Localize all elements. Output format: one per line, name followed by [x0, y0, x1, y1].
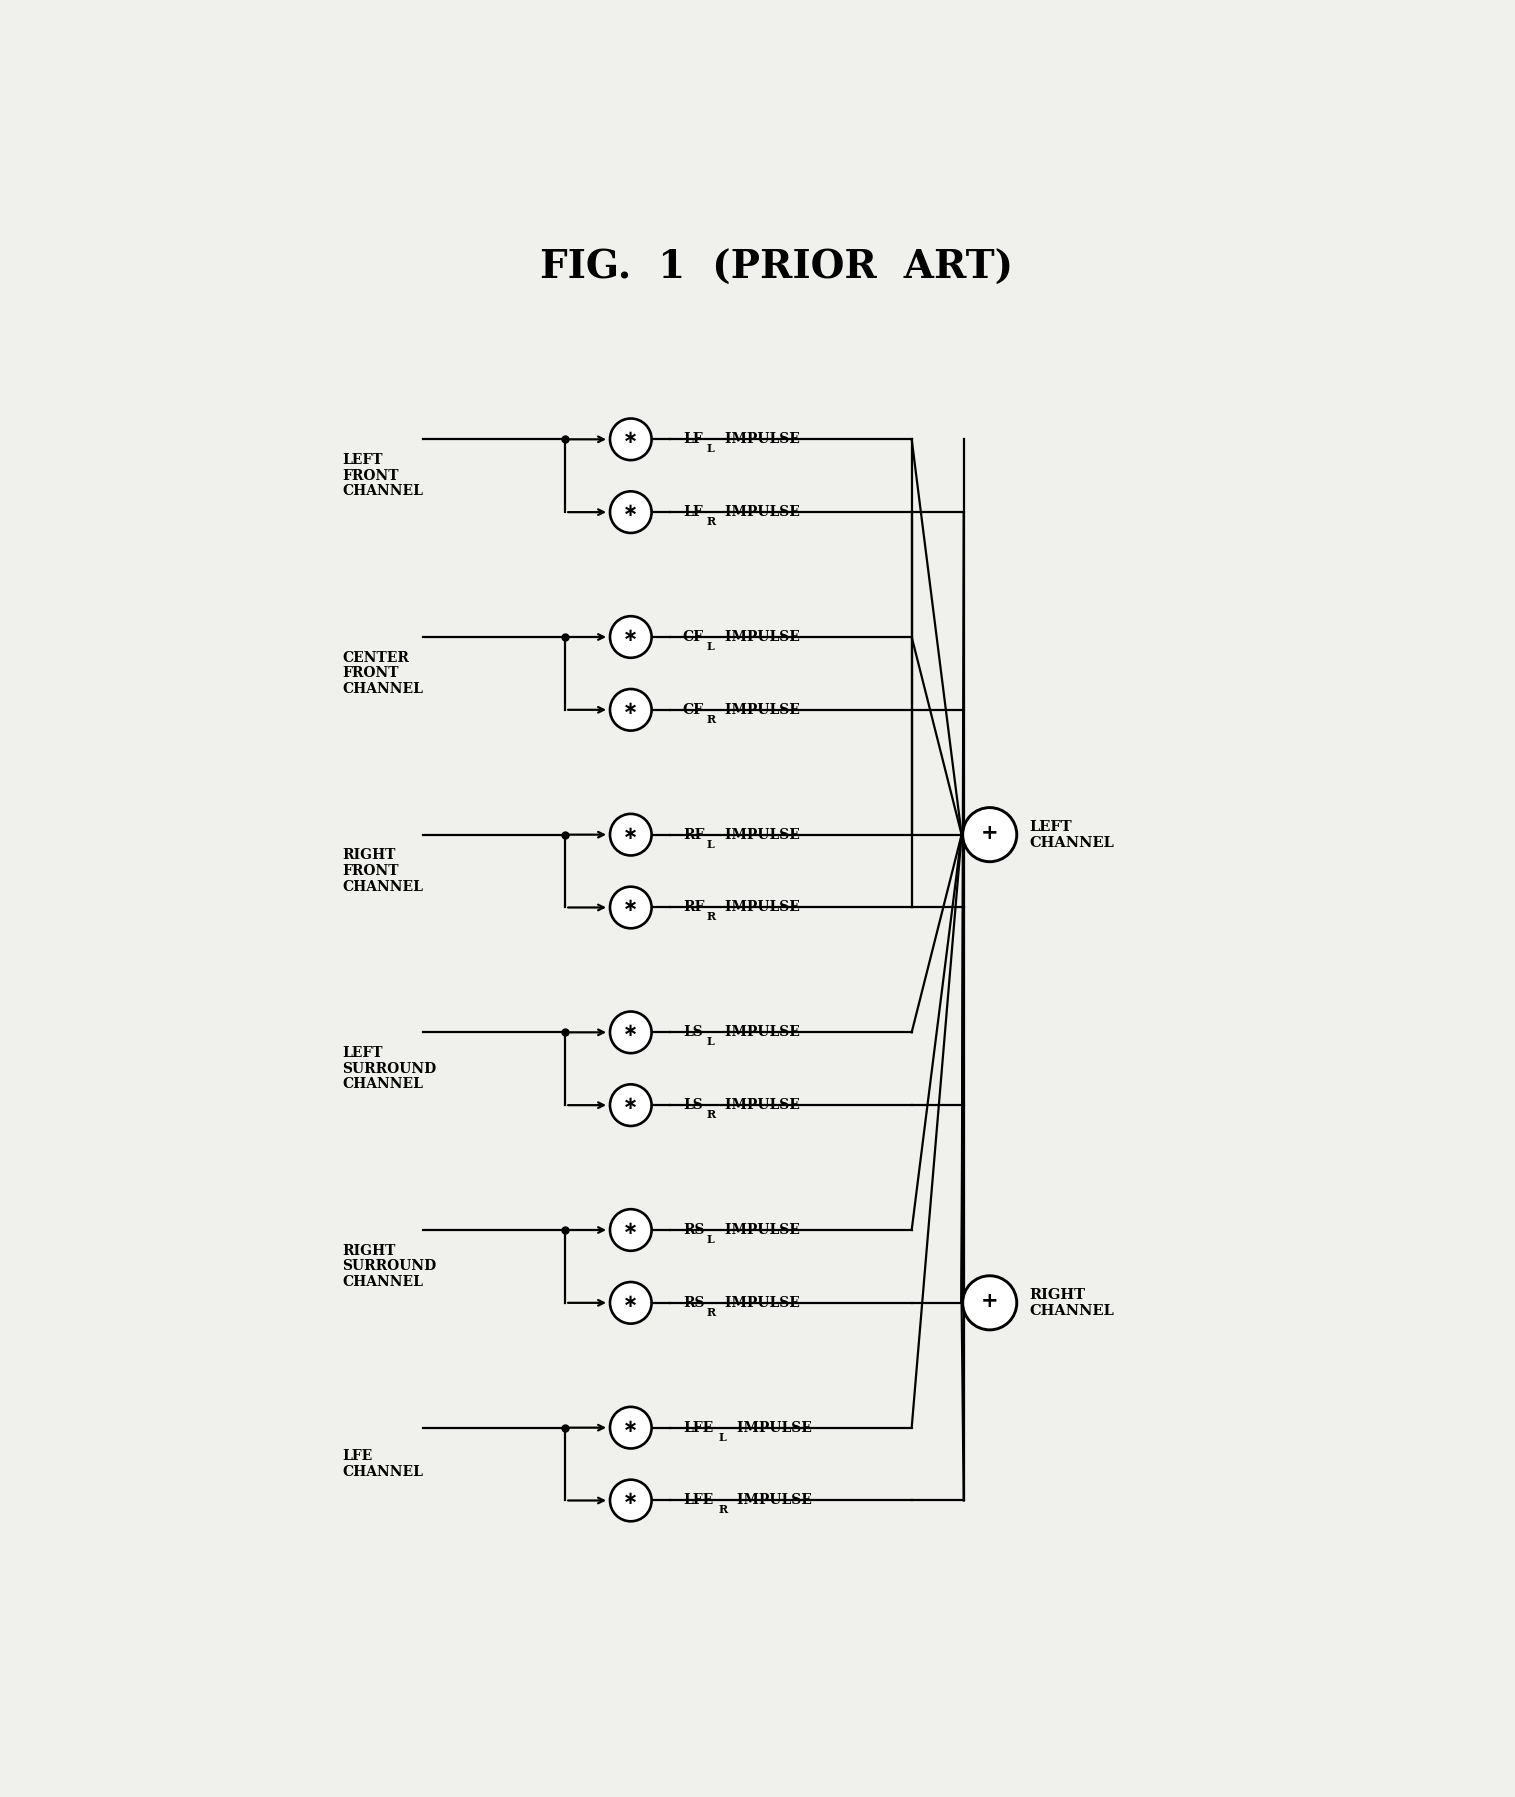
- Text: IMPULSE: IMPULSE: [720, 631, 800, 643]
- Circle shape: [611, 1084, 651, 1127]
- Text: ∗: ∗: [623, 1220, 638, 1238]
- Text: IMPULSE: IMPULSE: [720, 1296, 800, 1310]
- Text: ∗: ∗: [623, 501, 638, 519]
- Text: CF: CF: [683, 631, 704, 643]
- Text: LFE: LFE: [683, 1421, 714, 1434]
- Text: RS: RS: [683, 1224, 704, 1236]
- Text: ∗: ∗: [623, 627, 638, 645]
- Text: LF: LF: [683, 505, 703, 519]
- Text: ∗: ∗: [623, 1490, 638, 1508]
- Text: +: +: [980, 823, 998, 843]
- Text: IMPULSE: IMPULSE: [720, 703, 800, 717]
- Text: RIGHT
FRONT
CHANNEL: RIGHT FRONT CHANNEL: [342, 848, 424, 893]
- Text: CENTER
FRONT
CHANNEL: CENTER FRONT CHANNEL: [342, 651, 424, 695]
- Text: IMPULSE: IMPULSE: [732, 1493, 812, 1508]
- Circle shape: [611, 1281, 651, 1324]
- Text: IMPULSE: IMPULSE: [720, 828, 800, 841]
- Text: LEFT
SURROUND
CHANNEL: LEFT SURROUND CHANNEL: [342, 1046, 436, 1091]
- Circle shape: [611, 1012, 651, 1053]
- Text: L: L: [706, 1235, 715, 1245]
- Text: IMPULSE: IMPULSE: [720, 1224, 800, 1236]
- Text: L: L: [706, 839, 715, 850]
- Text: IMPULSE: IMPULSE: [720, 433, 800, 446]
- Text: R: R: [706, 911, 717, 922]
- Text: RS: RS: [683, 1296, 704, 1310]
- Text: IMPULSE: IMPULSE: [720, 505, 800, 519]
- Text: ∗: ∗: [623, 429, 638, 447]
- Text: RF: RF: [683, 828, 704, 841]
- Text: ∗: ∗: [623, 1292, 638, 1310]
- Circle shape: [962, 807, 1017, 863]
- Text: R: R: [706, 1109, 717, 1120]
- Text: ∗: ∗: [623, 1022, 638, 1040]
- Text: L: L: [706, 1037, 715, 1048]
- Text: RF: RF: [683, 900, 704, 915]
- Text: +: +: [980, 1290, 998, 1310]
- Text: LEFT
CHANNEL: LEFT CHANNEL: [1029, 819, 1114, 850]
- Circle shape: [611, 1479, 651, 1522]
- Text: ∗: ∗: [623, 699, 638, 717]
- Text: IMPULSE: IMPULSE: [720, 1026, 800, 1039]
- Circle shape: [962, 1276, 1017, 1330]
- Circle shape: [611, 688, 651, 731]
- Text: ∗: ∗: [623, 897, 638, 915]
- Circle shape: [611, 814, 651, 855]
- Text: RIGHT
CHANNEL: RIGHT CHANNEL: [1029, 1288, 1114, 1317]
- Text: LFE: LFE: [683, 1493, 714, 1508]
- Text: IMPULSE: IMPULSE: [720, 900, 800, 915]
- Text: R: R: [706, 516, 717, 527]
- Text: ∗: ∗: [623, 1418, 638, 1436]
- Circle shape: [611, 419, 651, 460]
- Text: LF: LF: [683, 433, 703, 446]
- Text: LEFT
FRONT
CHANNEL: LEFT FRONT CHANNEL: [342, 453, 424, 498]
- Text: R: R: [706, 1306, 717, 1317]
- Text: ∗: ∗: [623, 1094, 638, 1112]
- Circle shape: [611, 616, 651, 658]
- Circle shape: [611, 491, 651, 534]
- Circle shape: [611, 1209, 651, 1251]
- Text: IMPULSE: IMPULSE: [720, 1098, 800, 1112]
- Text: L: L: [706, 444, 715, 455]
- Text: IMPULSE: IMPULSE: [732, 1421, 812, 1434]
- Text: R: R: [718, 1504, 727, 1515]
- Text: LFE
CHANNEL: LFE CHANNEL: [342, 1448, 424, 1479]
- Circle shape: [611, 886, 651, 929]
- Text: L: L: [706, 642, 715, 652]
- Circle shape: [611, 1407, 651, 1448]
- Text: LS: LS: [683, 1026, 703, 1039]
- Text: RIGHT
SURROUND
CHANNEL: RIGHT SURROUND CHANNEL: [342, 1244, 436, 1288]
- Text: LS: LS: [683, 1098, 703, 1112]
- Text: L: L: [718, 1432, 727, 1443]
- Text: R: R: [706, 713, 717, 724]
- Text: CF: CF: [683, 703, 704, 717]
- Text: FIG.  1  (PRIOR  ART): FIG. 1 (PRIOR ART): [539, 248, 1014, 288]
- Text: ∗: ∗: [623, 825, 638, 843]
